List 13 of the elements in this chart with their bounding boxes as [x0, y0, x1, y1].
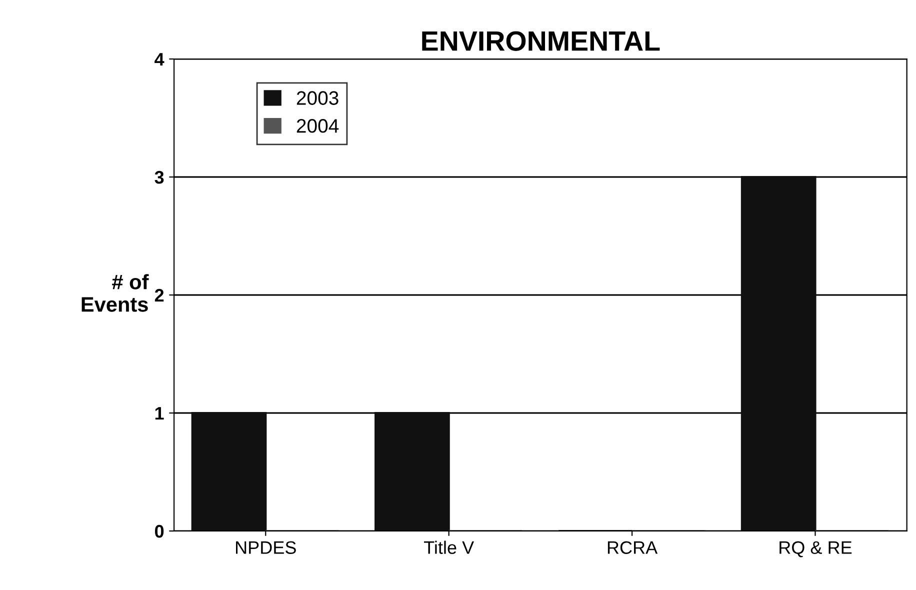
chart-title: ENVIRONMENTAL: [422, 31, 660, 51]
y-axis-title: # of Events: [82, 274, 149, 312]
x-tick-label: NPDES: [236, 541, 296, 554]
x-tick-label: RCRA: [608, 541, 658, 554]
y-tick-label: 4: [154, 53, 164, 66]
x-tick-label: Title V: [424, 540, 474, 554]
y-tick-label: 1: [155, 407, 164, 420]
x-tick-label: RQ & RE: [780, 541, 852, 558]
legend-label: 2004: [296, 119, 339, 133]
y-tick-label: 2: [154, 288, 164, 302]
y-tick-label: 0: [154, 524, 164, 538]
y-tick-label: 3: [154, 170, 164, 184]
legend-label: 2003: [296, 91, 338, 105]
